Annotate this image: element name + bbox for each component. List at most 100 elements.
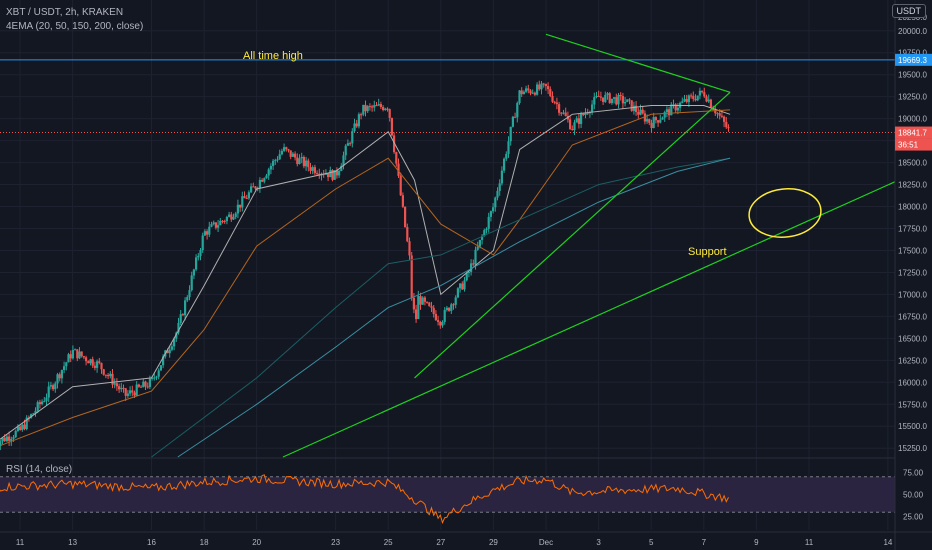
rsi-line[interactable] (0, 474, 729, 525)
candle-body (619, 94, 622, 97)
trendline-1[interactable] (545, 33, 731, 93)
candle-body (296, 157, 299, 165)
candle-body (245, 198, 248, 200)
candle-body (683, 99, 686, 102)
rsi-tick-label: 50.00 (903, 491, 924, 500)
candle-body (225, 216, 228, 222)
candle-body (560, 112, 563, 114)
candle-body (487, 216, 490, 229)
ath-price-tag: 19669.3 (898, 56, 927, 65)
rsi-band (0, 476, 895, 513)
candle-body (604, 94, 607, 102)
last-price-tag-bg (895, 126, 932, 139)
candle-body (329, 170, 332, 178)
candle-body (219, 220, 222, 226)
ema-line-2[interactable] (0, 109, 731, 448)
candle-body (698, 90, 701, 96)
trendline-2[interactable] (414, 91, 731, 379)
candle-body (650, 122, 653, 128)
candle-body (32, 413, 35, 415)
candle-body (252, 186, 255, 188)
rsi-legend[interactable]: RSI (14, close) (6, 464, 73, 475)
candle-body (522, 91, 525, 95)
candle-body (52, 385, 55, 390)
candle-body (395, 152, 398, 164)
candle-body (701, 90, 704, 93)
ema-line-4[interactable] (177, 157, 731, 458)
candle-body (63, 366, 66, 371)
candle-body (254, 186, 257, 189)
price-tick-label: 16500.0 (898, 334, 927, 343)
rsi-tick-label: 75.00 (903, 468, 924, 477)
candle-body (210, 224, 213, 227)
candle-body (415, 309, 418, 320)
time-tick-label: 25 (384, 538, 393, 547)
ema-line-3[interactable] (151, 157, 731, 458)
candle-body (661, 117, 664, 120)
trendline-3[interactable] (282, 172, 915, 458)
candle-body (346, 143, 349, 146)
time-tick-label: 9 (754, 538, 759, 547)
ema-line-1[interactable] (0, 105, 731, 444)
candle-body (327, 173, 330, 178)
countdown-tag-bg (895, 138, 932, 151)
candle-body (122, 387, 125, 389)
candle-body (168, 349, 171, 354)
price-tick-label: 20000.0 (898, 27, 927, 36)
price-tick-label: 19000.0 (898, 115, 927, 124)
candle-body (472, 263, 475, 265)
candle-body (465, 273, 468, 281)
candle-body (243, 196, 246, 199)
price-tick-label: 16750.0 (898, 312, 927, 321)
highlight-ellipse[interactable] (747, 185, 824, 240)
candle-body (709, 99, 712, 108)
candle-body (353, 123, 356, 132)
candle-body (448, 307, 451, 311)
candle-body (503, 158, 506, 171)
candle-body (439, 321, 442, 326)
candle-body (558, 104, 561, 113)
candle-body (382, 107, 385, 111)
price-tick-label: 15500.0 (898, 422, 927, 431)
candle-body (274, 160, 277, 162)
candle-body (261, 179, 264, 182)
candle-body (542, 83, 545, 85)
currency-button[interactable]: USDT (891, 4, 926, 18)
candle-body (687, 95, 690, 103)
candle-body (276, 159, 279, 161)
candle-body (221, 220, 224, 222)
price-tick-label: 17500.0 (898, 246, 927, 255)
candle-body (639, 109, 642, 115)
symbol-legend[interactable]: XBT / USDT, 2h, KRAKEN (6, 7, 124, 18)
price-axis[interactable]: 20000.019750.019500.019250.019000.018750… (894, 0, 932, 550)
candle-body (720, 115, 723, 117)
candle-body (591, 104, 594, 112)
candle-body (412, 297, 415, 310)
price-tick-label: 18000.0 (898, 203, 927, 212)
candle-body (408, 241, 411, 256)
support-annotation[interactable]: Support (688, 246, 727, 258)
candle-body (540, 83, 543, 90)
ath-annotation[interactable]: All time high (243, 50, 303, 62)
price-tick-label: 16250.0 (898, 356, 927, 365)
candle-body (272, 160, 275, 166)
indicator-legend[interactable]: 4EMA (20, 50, 150, 200, close) (6, 21, 144, 32)
candle-body (373, 105, 376, 108)
time-axis[interactable]: 11 13 16 18 20 23 25 27 29 Dec 3 5 7 9 11 14 (0, 531, 932, 547)
candle-body (58, 374, 61, 379)
candle-body (553, 101, 556, 103)
candle-body (214, 222, 217, 228)
candle-body (283, 147, 286, 151)
candle-body (166, 350, 169, 354)
candle-body (89, 359, 92, 364)
candle-body (230, 214, 233, 220)
candle-body (294, 153, 297, 158)
price-axis-bg (895, 0, 932, 550)
candle-body (140, 386, 143, 388)
candle-body (696, 95, 699, 101)
candle-body (195, 257, 198, 270)
candle-body (344, 145, 347, 156)
price-tick-label: 16000.0 (898, 378, 927, 387)
candle-body (410, 255, 413, 298)
